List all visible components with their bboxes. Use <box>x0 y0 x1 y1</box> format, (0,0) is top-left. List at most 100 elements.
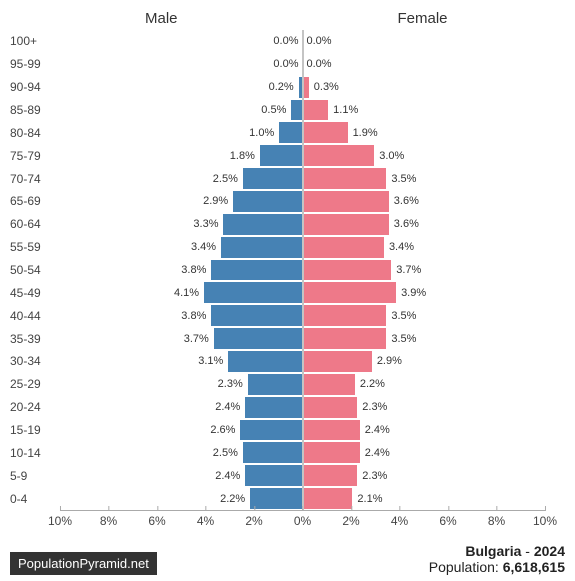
x-tick: 4% <box>197 511 214 528</box>
x-tick: 8% <box>488 511 505 528</box>
male-half: 0.5% <box>60 99 303 122</box>
female-bar[interactable] <box>303 464 359 487</box>
male-half: 2.9% <box>60 190 303 213</box>
male-value: 1.0% <box>249 127 278 139</box>
male-half: 1.8% <box>60 144 303 167</box>
female-half: 3.6% <box>303 190 546 213</box>
female-label: Female <box>398 10 448 27</box>
female-half: 2.1% <box>303 487 546 510</box>
female-value: 3.5% <box>387 333 416 345</box>
male-bar[interactable] <box>249 487 302 510</box>
female-bar[interactable] <box>303 396 359 419</box>
female-bar[interactable] <box>303 236 385 259</box>
female-value: 1.1% <box>329 104 358 116</box>
male-value: 2.9% <box>203 195 232 207</box>
female-bar[interactable] <box>303 259 393 282</box>
female-bar[interactable] <box>303 350 373 373</box>
female-bar[interactable] <box>303 373 356 396</box>
male-bar[interactable] <box>220 236 302 259</box>
female-half: 3.9% <box>303 281 546 304</box>
female-bar[interactable] <box>303 327 388 350</box>
female-half: 0.3% <box>303 76 546 99</box>
female-bar[interactable] <box>303 304 388 327</box>
male-value: 0.0% <box>273 58 302 70</box>
male-bar[interactable] <box>239 419 302 442</box>
age-label: 65-69 <box>10 194 55 208</box>
age-label: 25-29 <box>10 377 55 391</box>
year: 2024 <box>534 543 565 559</box>
female-bar[interactable] <box>303 121 349 144</box>
female-value: 2.1% <box>353 493 382 505</box>
x-axis: 10%8%6%4%2%0%2%4%6%8%10% <box>60 510 545 530</box>
female-half: 3.0% <box>303 144 546 167</box>
female-bar[interactable] <box>303 487 354 510</box>
female-value: 2.2% <box>356 378 385 390</box>
male-bar[interactable] <box>210 259 302 282</box>
female-bar[interactable] <box>303 281 398 304</box>
age-label: 10-14 <box>10 446 55 460</box>
male-value: 3.8% <box>181 264 210 276</box>
male-bar[interactable] <box>278 121 302 144</box>
male-bar[interactable] <box>242 441 303 464</box>
male-bar[interactable] <box>232 190 302 213</box>
female-bar[interactable] <box>303 419 361 442</box>
male-bar[interactable] <box>244 464 302 487</box>
x-tick: 8% <box>100 511 117 528</box>
male-half: 2.2% <box>60 487 303 510</box>
female-half: 1.1% <box>303 99 546 122</box>
male-value: 3.4% <box>191 241 220 253</box>
male-half: 3.4% <box>60 236 303 259</box>
female-half: 0.0% <box>303 30 546 53</box>
age-label: 70-74 <box>10 172 55 186</box>
male-bar[interactable] <box>213 327 303 350</box>
male-half: 2.3% <box>60 373 303 396</box>
female-value: 3.5% <box>387 310 416 322</box>
male-value: 2.6% <box>210 424 239 436</box>
title-sep: - <box>521 543 533 559</box>
age-label: 80-84 <box>10 126 55 140</box>
age-label: 45-49 <box>10 286 55 300</box>
male-bar[interactable] <box>227 350 302 373</box>
female-bar[interactable] <box>303 441 361 464</box>
male-bar[interactable] <box>259 144 303 167</box>
female-value: 3.6% <box>390 195 419 207</box>
chart-title: Bulgaria - 2024 <box>429 543 565 559</box>
male-label: Male <box>145 10 178 27</box>
male-bar[interactable] <box>222 213 302 236</box>
male-half: 2.5% <box>60 441 303 464</box>
female-bar[interactable] <box>303 213 390 236</box>
male-value: 2.4% <box>215 401 244 413</box>
x-tick: 4% <box>391 511 408 528</box>
female-value: 3.5% <box>387 173 416 185</box>
male-bar[interactable] <box>244 396 302 419</box>
female-bar[interactable] <box>303 167 388 190</box>
male-value: 2.2% <box>220 493 249 505</box>
male-value: 0.2% <box>269 81 298 93</box>
brand-badge[interactable]: PopulationPyramid.net <box>10 552 157 575</box>
pyramid-chart: 100+0.0%0.0%95-990.0%0.0%90-940.2%0.3%85… <box>10 30 565 530</box>
male-half: 3.3% <box>60 213 303 236</box>
x-tick: 2% <box>342 511 359 528</box>
female-bar[interactable] <box>303 190 390 213</box>
male-value: 0.0% <box>273 35 302 47</box>
male-bar[interactable] <box>210 304 302 327</box>
female-bar[interactable] <box>303 144 376 167</box>
female-half: 3.5% <box>303 327 546 350</box>
male-half: 2.4% <box>60 464 303 487</box>
female-half: 2.3% <box>303 464 546 487</box>
female-value: 2.4% <box>361 447 390 459</box>
male-bar[interactable] <box>247 373 303 396</box>
female-bar[interactable] <box>303 76 310 99</box>
male-bar[interactable] <box>242 167 303 190</box>
male-bar[interactable] <box>203 281 302 304</box>
male-value: 3.7% <box>184 333 213 345</box>
male-bar[interactable] <box>290 99 302 122</box>
female-bar[interactable] <box>303 99 330 122</box>
female-value: 3.0% <box>375 150 404 162</box>
x-tick: 6% <box>148 511 165 528</box>
female-half: 3.5% <box>303 167 546 190</box>
age-label: 95-99 <box>10 57 55 71</box>
male-value: 4.1% <box>174 287 203 299</box>
age-label: 30-34 <box>10 354 55 368</box>
age-label: 75-79 <box>10 149 55 163</box>
